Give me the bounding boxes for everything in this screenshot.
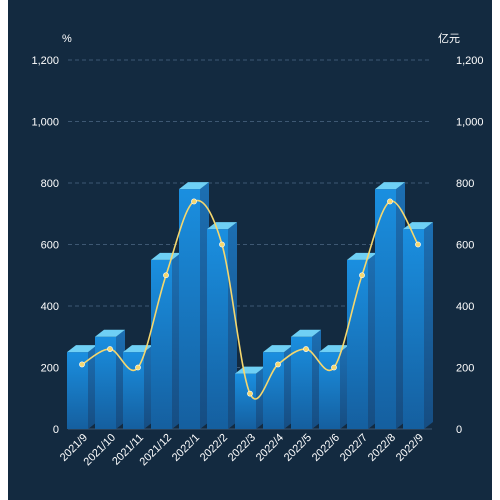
bar-top [151, 252, 181, 260]
x-tick-label: 2022/5 [282, 432, 314, 464]
left-axis-unit: % [62, 33, 72, 45]
bar [235, 366, 265, 429]
bar-front [123, 352, 144, 429]
left-tick-label: 0 [53, 424, 59, 436]
right-tick-label: 200 [456, 363, 474, 375]
line-point [219, 241, 225, 248]
line-point [247, 390, 253, 397]
line-point [303, 346, 309, 352]
bar-front [291, 336, 312, 429]
line-point [191, 198, 197, 205]
right-tick-label: 1,200 [456, 55, 484, 67]
bar [207, 222, 237, 429]
line-point [387, 198, 393, 205]
bar [403, 222, 433, 429]
bar-top [375, 182, 405, 190]
bar [95, 329, 125, 429]
bar-side [88, 345, 97, 429]
line-point [79, 361, 85, 368]
x-tick-label: 2022/1 [170, 432, 202, 464]
bar [263, 345, 293, 429]
right-tick-label: 1,000 [456, 117, 484, 129]
bar-side [172, 252, 181, 429]
bar-side [256, 366, 265, 429]
line-point [359, 272, 365, 279]
bar [123, 345, 153, 429]
bar-top [179, 182, 209, 190]
left-tick-label: 1,200 [31, 55, 59, 67]
line-point [163, 272, 169, 279]
bar-top [67, 345, 97, 353]
left-tick-label: 1,000 [31, 117, 59, 129]
bar [151, 252, 181, 429]
bar-side [424, 222, 433, 429]
bar-front [67, 352, 88, 429]
x-tick-label: 2022/7 [338, 432, 370, 464]
bar-top [347, 252, 377, 260]
right-axis-unit: 亿元 [438, 32, 460, 45]
left-axis-ticks: 0 200 400 600 800 1,000 1,200 [31, 55, 59, 436]
x-axis-ticks: 2021/92021/102021/112021/122022/12022/22… [58, 432, 426, 469]
right-tick-label: 0 [456, 424, 462, 436]
bar [375, 182, 405, 429]
bar-side [200, 182, 209, 429]
bar-side [144, 345, 153, 429]
bar [319, 345, 349, 429]
bar-front [235, 373, 256, 429]
x-tick-label: 2022/2 [198, 432, 230, 464]
bar [67, 345, 97, 429]
left-tick-label: 800 [41, 178, 59, 190]
bar-top [263, 345, 293, 353]
bar-front [207, 229, 228, 429]
bar-front [375, 189, 396, 429]
bar-side [368, 252, 377, 429]
bar-front [151, 259, 172, 429]
x-tick-label: 2022/6 [310, 432, 342, 464]
left-tick-label: 200 [41, 363, 59, 375]
line-point [275, 361, 281, 368]
line-point [135, 364, 141, 371]
bar-front [95, 336, 116, 429]
x-tick-label: 2022/9 [394, 432, 426, 464]
line-point [107, 346, 113, 352]
bar-front [403, 229, 424, 429]
line-point [415, 241, 421, 248]
x-tick-label: 2022/4 [254, 432, 286, 464]
bar [179, 182, 209, 429]
bar-top [95, 329, 125, 337]
line-point [331, 364, 337, 371]
left-tick-label: 600 [41, 240, 59, 252]
bar-side [396, 182, 405, 429]
x-tick-label: 2022/3 [226, 432, 258, 464]
bar-front [263, 352, 284, 429]
x-tick-label: 2022/8 [366, 432, 398, 464]
bar-top [291, 329, 321, 337]
right-axis-ticks: 0 200 400 600 800 1,000 1,200 [456, 55, 484, 436]
line-points [79, 198, 421, 397]
left-tick-label: 400 [41, 301, 59, 313]
bar-side [340, 345, 349, 429]
right-tick-label: 600 [456, 240, 474, 252]
bar-top [235, 366, 265, 374]
bar-front [319, 352, 340, 429]
right-tick-label: 400 [456, 301, 474, 313]
bar-side [284, 345, 293, 429]
bar [347, 252, 377, 429]
bar [291, 329, 321, 429]
bar-front [179, 189, 200, 429]
right-tick-label: 800 [456, 178, 474, 190]
bar-front [347, 259, 368, 429]
bar-side [228, 222, 237, 429]
